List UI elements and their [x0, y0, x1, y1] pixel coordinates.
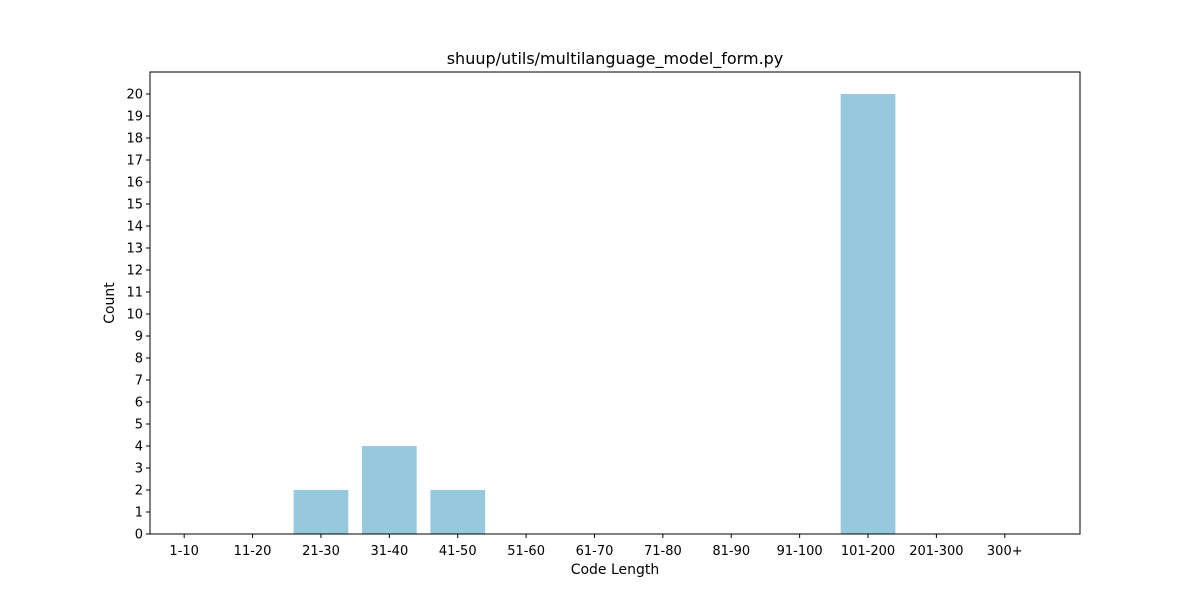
x-tick-label: 201-300 — [909, 544, 963, 559]
x-axis: 1-10 11-20 21-30 31-40 41-50 51-60 61-70 71-80 8… — [169, 534, 1023, 559]
y-tick-label: 6 — [135, 396, 143, 411]
y-tick-label: 7 — [135, 374, 143, 389]
y-tick-label: 20 — [126, 88, 143, 103]
x-tick-label: 101-200 — [841, 544, 895, 559]
y-tick-label: 9 — [135, 330, 143, 345]
y-tick-label: 18 — [126, 132, 143, 147]
y-tick-label: 13 — [126, 242, 143, 257]
chart-title: shuup/utils/multilanguage_model_form.py — [447, 49, 784, 69]
x-tick-label: 61-70 — [576, 544, 614, 559]
y-tick-label: 16 — [126, 176, 143, 191]
plot-frame — [149, 71, 1081, 535]
x-tick-label: 91-100 — [777, 544, 823, 559]
x-tick-label: 300+ — [987, 544, 1023, 559]
y-tick-label: 8 — [135, 352, 143, 367]
x-tick-label: 71-80 — [644, 544, 682, 559]
y-axis-label: Count — [102, 282, 118, 324]
y-tick-label: 19 — [126, 110, 143, 125]
x-tick-label: 1-10 — [169, 544, 199, 559]
bar-101-200 — [840, 94, 896, 534]
y-tick-label: 15 — [126, 198, 143, 213]
x-tick-label: 11-20 — [234, 544, 272, 559]
y-tick-label: 17 — [126, 154, 143, 169]
x-tick-label: 21-30 — [302, 544, 340, 559]
x-tick-label: 31-40 — [370, 544, 408, 559]
x-tick-label: 51-60 — [507, 544, 545, 559]
y-tick-label: 11 — [126, 286, 143, 301]
y-tick-label: 0 — [135, 528, 143, 543]
x-axis-label: Code Length — [571, 562, 660, 578]
bars-layer — [293, 94, 896, 534]
y-tick-label: 4 — [135, 440, 143, 455]
y-tick-label: 14 — [126, 220, 143, 235]
x-tick-label: 41-50 — [439, 544, 477, 559]
bar-31-40 — [361, 446, 417, 534]
y-tick-label: 3 — [135, 462, 143, 477]
y-tick-label: 10 — [126, 308, 143, 323]
y-tick-label: 1 — [135, 506, 143, 521]
bar-41-50 — [430, 490, 486, 534]
x-tick-label: 81-90 — [712, 544, 750, 559]
bar-21-30 — [293, 490, 349, 534]
y-tick-label: 2 — [135, 484, 143, 499]
y-tick-label: 12 — [126, 264, 143, 279]
y-tick-label: 5 — [135, 418, 143, 433]
